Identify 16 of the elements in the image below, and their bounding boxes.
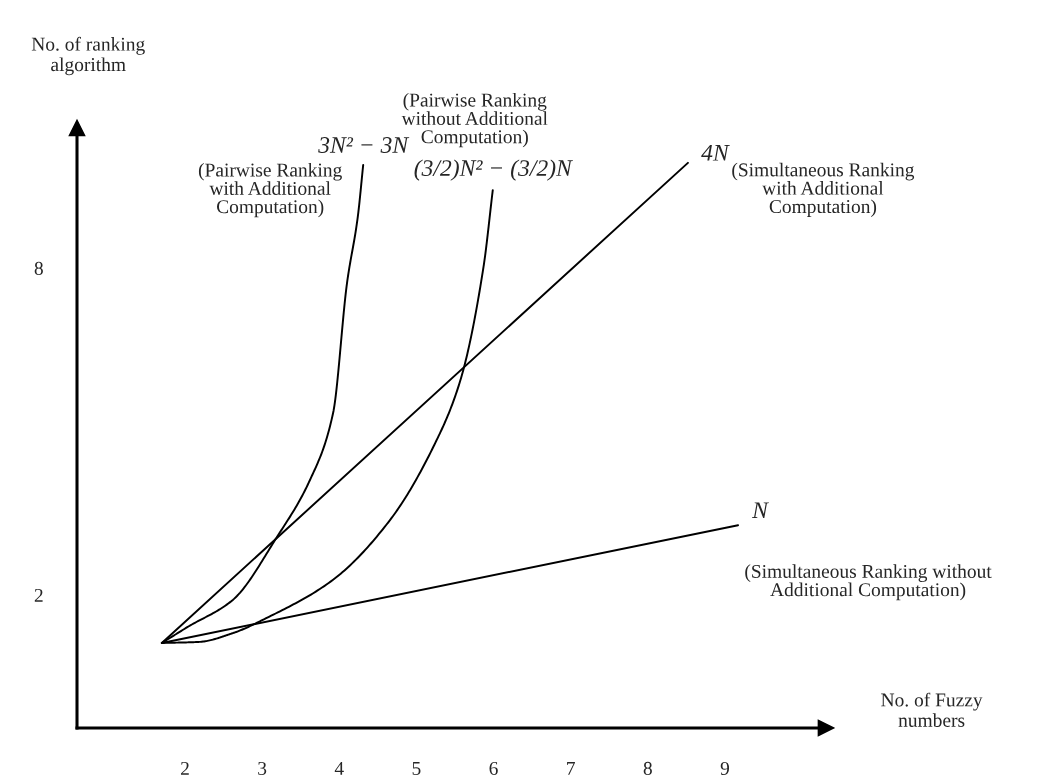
series-label: 4N xyxy=(701,145,730,161)
annotation: (Simultaneous Ranking with Additional Computation) xyxy=(732,162,915,218)
x-tick-label: 8 xyxy=(643,761,652,775)
x-axis-title: No. of Fuzzy numbers xyxy=(881,692,983,727)
x-tick-label: 9 xyxy=(720,761,730,775)
x-tick-label: 7 xyxy=(567,762,575,775)
x-tick-label: 3 xyxy=(258,761,267,775)
x-tick-label: 6 xyxy=(489,761,498,775)
series-label: N xyxy=(752,502,770,518)
x-tick-label: 5 xyxy=(412,762,421,775)
annotation: (Pairwise Ranking with Additional Computation) xyxy=(198,162,342,218)
x-tick-label: 2 xyxy=(180,761,189,775)
annotation: (Simultaneous Ranking without Additional Computation) xyxy=(745,564,992,601)
y-axis-title: No. of ranking algorithm xyxy=(31,36,145,76)
x-tick-label: 4 xyxy=(334,762,344,775)
series-label: (3/2)N² − (3/2)N xyxy=(414,159,573,181)
